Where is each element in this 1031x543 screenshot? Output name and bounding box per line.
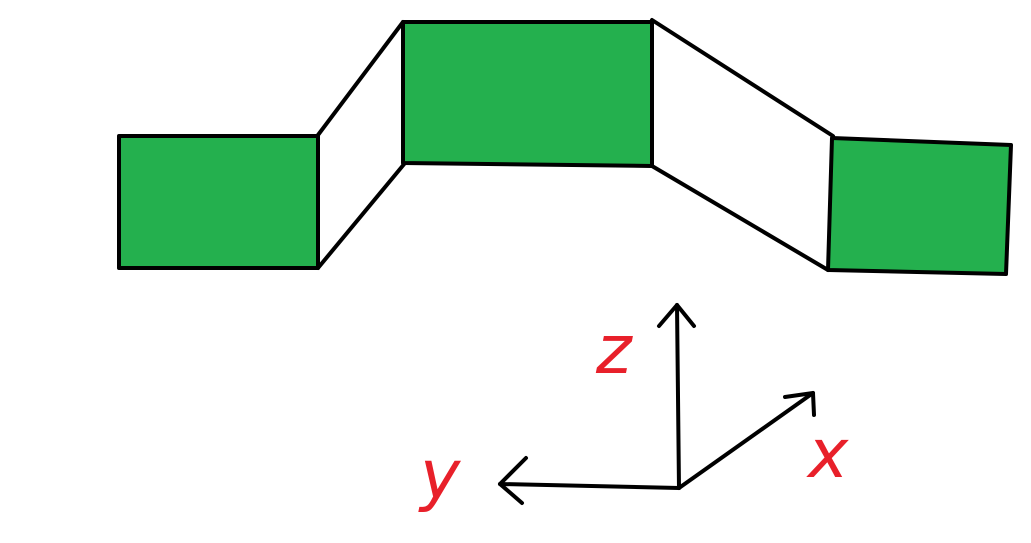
z-axis-label: z: [595, 311, 633, 390]
connector-left: [316, 20, 407, 270]
panel-left: [117, 134, 320, 270]
y-axis-label: y: [418, 436, 461, 515]
z-axis-arrowhead: [657, 303, 696, 328]
y-axis-arrowhead: [498, 456, 528, 505]
panel-middle: [401, 20, 654, 168]
axes-triad: [498, 303, 816, 505]
x-axis-arrowhead: [783, 391, 816, 417]
z-axis-line: [675, 303, 681, 490]
panel-right: [826, 136, 1013, 276]
y-axis-line: [498, 482, 681, 490]
x-axis-line: [677, 391, 815, 490]
x-axis-label: x: [806, 415, 849, 494]
connector-right: [650, 18, 835, 272]
